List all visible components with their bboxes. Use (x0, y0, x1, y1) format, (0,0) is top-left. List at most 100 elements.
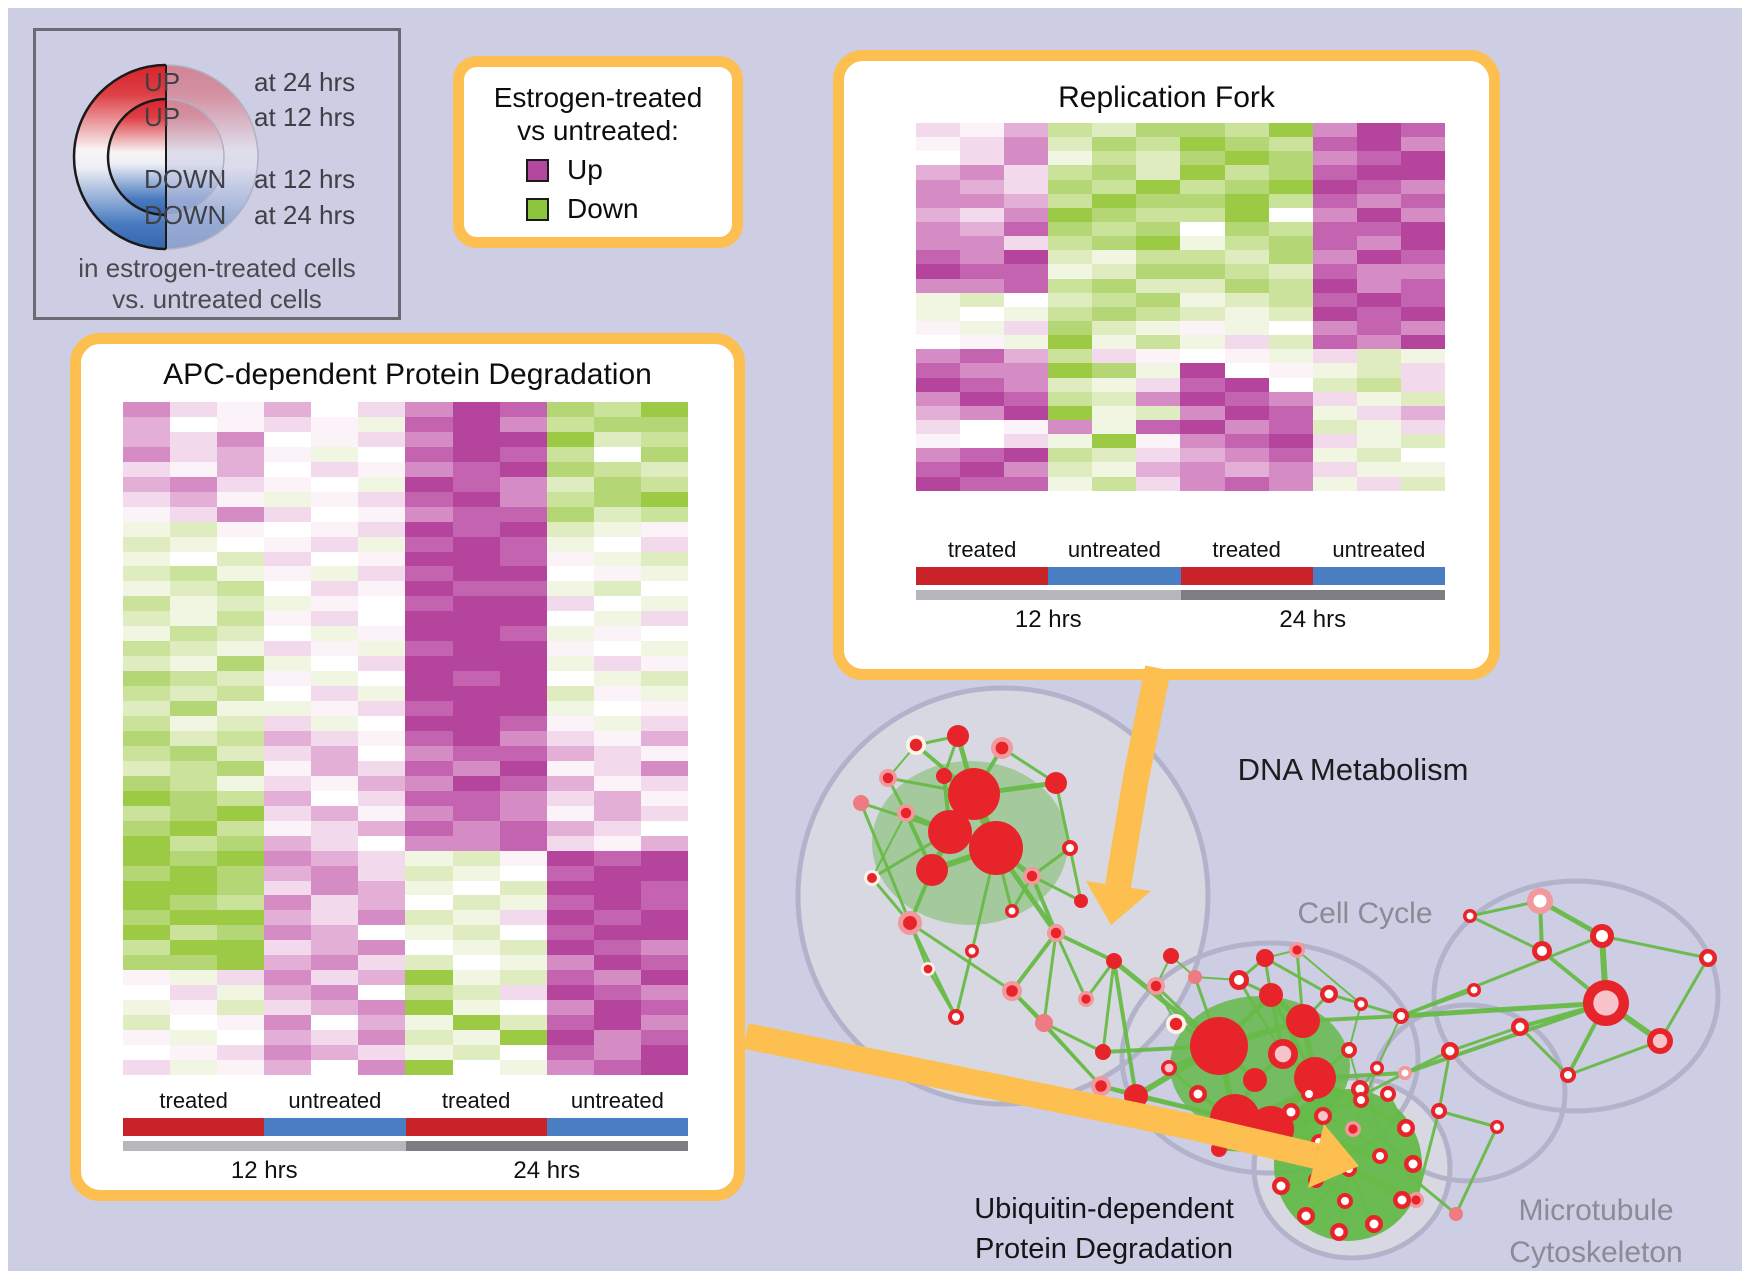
heatmap-cell (1136, 221, 1181, 237)
heatmap-cell (311, 925, 359, 941)
heatmap-cell (1004, 363, 1049, 378)
heatmap-cell (217, 820, 265, 836)
heatmap-cell (1268, 363, 1313, 378)
heatmap-cell (1004, 165, 1049, 180)
network-node-pr (1408, 1192, 1424, 1208)
network-node-pr (1289, 942, 1305, 958)
down-color-swatch (526, 197, 549, 221)
heatmap-cell (546, 850, 594, 866)
heatmap-cell (499, 581, 547, 597)
heatmap-cell (640, 805, 688, 821)
network-edge (1293, 1147, 1418, 1202)
heatmap-cell (217, 671, 265, 687)
time-label: 24 hrs (513, 1157, 581, 1184)
heatmap-cell (640, 1059, 688, 1075)
heatmap-cell (170, 566, 218, 582)
network-node-rp (1314, 1107, 1332, 1125)
heatmap-cell (1312, 476, 1357, 491)
heatmap-cell (358, 476, 406, 492)
heatmap-cell (311, 1000, 359, 1016)
heatmap-cell (1356, 250, 1401, 265)
heatmap-cell (358, 461, 406, 477)
heatmap-cell (1224, 250, 1269, 265)
heatmap-cell (358, 611, 406, 627)
network-edge (1030, 874, 1083, 903)
heatmap-cell (452, 596, 500, 612)
network-edge (1403, 1001, 1608, 1075)
heatmap-cell (123, 716, 171, 731)
network-node-wr (1286, 1107, 1296, 1117)
heatmap-cell (1356, 448, 1401, 463)
network-node-s (1163, 948, 1179, 964)
heatmap-cell (593, 1030, 641, 1045)
heatmap-cell (1092, 377, 1137, 392)
heatmap-cell (1224, 207, 1269, 222)
network-edge (1600, 934, 1710, 960)
heatmap-cell (916, 236, 961, 251)
heatmap-cell (546, 1000, 594, 1016)
heatmap-cell (499, 850, 547, 866)
heatmap-cell (546, 820, 594, 836)
heatmap-cell (1312, 335, 1357, 350)
network-edge (1010, 874, 1034, 913)
network-node-wr (1376, 1152, 1384, 1160)
heatmap-cell (916, 264, 961, 279)
heatmap-cell (405, 402, 453, 417)
heatmap-cell (452, 491, 500, 507)
heatmap-cell (1092, 123, 1137, 138)
heatmap-cell (1400, 278, 1445, 293)
up-color-swatch (526, 158, 549, 182)
heatmap-cell (452, 686, 500, 702)
heatmap-cell (1136, 306, 1181, 321)
heatmap-cell (1224, 405, 1269, 420)
heatmap-cell (1224, 236, 1269, 251)
network-edge (926, 967, 958, 1019)
heatmap-cell (1356, 377, 1401, 392)
heatmap-cell (593, 506, 641, 522)
heatmap-cell (264, 895, 312, 911)
heatmap-cell (1400, 292, 1445, 307)
heatmap-cell (593, 626, 641, 642)
heatmap-cell (358, 760, 406, 776)
group-label: treated (441, 1088, 511, 1113)
heatmap-cell (916, 335, 961, 350)
heatmap-cell (123, 641, 171, 657)
network-node-pr (900, 807, 912, 819)
network-node-wr (1470, 986, 1478, 994)
heatmap-cell (311, 970, 359, 986)
heatmap-cell (405, 730, 453, 746)
heatmap-cell (1224, 221, 1269, 237)
network-edge (859, 801, 952, 834)
network-node-pr (1345, 1121, 1361, 1137)
heatmap-cell (217, 506, 265, 522)
heatmap-cell (311, 566, 359, 582)
heatmap-cell (311, 835, 359, 851)
heatmap-cell (452, 701, 500, 717)
heatmap-cell (311, 820, 359, 836)
heatmap-cell (1180, 448, 1225, 463)
heatmap-cell (217, 910, 265, 926)
heatmap-cell (311, 1044, 359, 1060)
heatmap-cell (452, 476, 500, 492)
network-edge (1155, 985, 1177, 1025)
heatmap-cell (546, 730, 594, 746)
network-edge (929, 845, 999, 873)
heatmap-cell (546, 895, 594, 911)
heatmap-cell (358, 910, 406, 926)
network-node-cr (921, 962, 935, 976)
heatmap-cell (452, 820, 500, 836)
heatmap-cell (1136, 236, 1181, 251)
network-edge (1217, 1147, 1341, 1157)
network-node-wr (1330, 1223, 1348, 1241)
heatmap-cell (170, 1000, 218, 1016)
network-edge (969, 789, 1001, 853)
network-edge (1217, 1117, 1237, 1151)
heatmap-cell (217, 581, 265, 597)
heatmap-cell (593, 716, 641, 731)
heatmap-cell (1180, 306, 1225, 321)
heatmap-cell (405, 416, 453, 432)
network-node-wr (1066, 844, 1074, 852)
network-edge (1293, 1114, 1325, 1151)
network-edge (1304, 1167, 1351, 1218)
network-edge (1054, 931, 1116, 963)
